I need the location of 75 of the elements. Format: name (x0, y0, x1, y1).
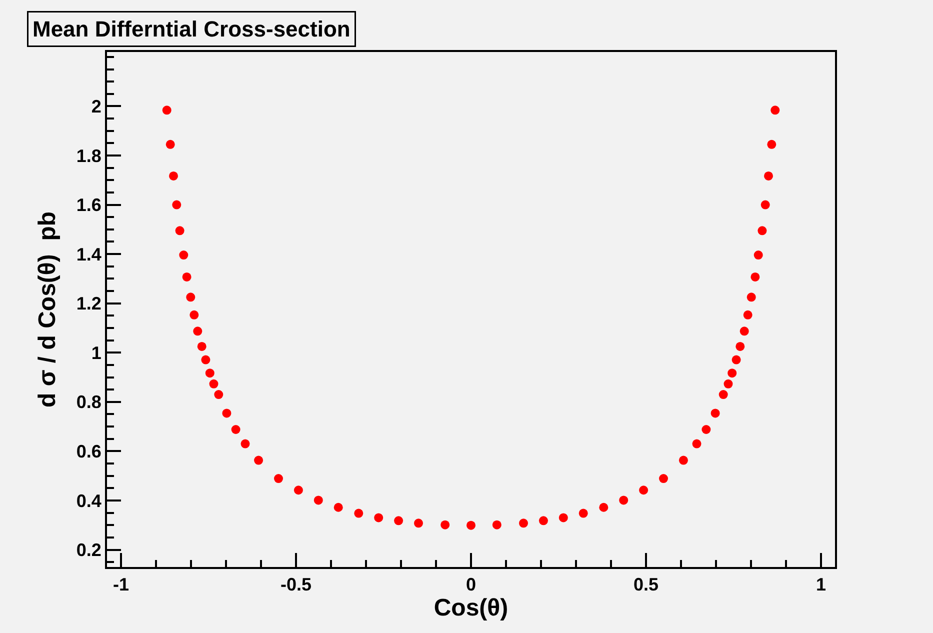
point (186, 292, 196, 302)
point (718, 390, 728, 400)
point (197, 342, 206, 351)
point (558, 513, 568, 522)
x-tick-label: -1 (112, 574, 130, 595)
point (740, 326, 749, 336)
point (274, 474, 283, 484)
point (724, 379, 733, 388)
point (736, 342, 745, 351)
point (240, 439, 250, 448)
point (732, 355, 741, 364)
point (354, 508, 364, 518)
point (222, 408, 232, 418)
y-tick-label: 1.6 (76, 195, 102, 216)
point (466, 520, 476, 530)
point (758, 226, 767, 236)
point (770, 106, 780, 115)
y-tick-label: 2 (91, 96, 102, 117)
point (201, 355, 210, 364)
point (175, 226, 184, 236)
point (728, 368, 737, 378)
point (440, 520, 450, 530)
point (314, 496, 323, 505)
x-tick-label: -0.5 (280, 574, 312, 595)
point (702, 425, 711, 434)
point (767, 140, 776, 149)
point (678, 456, 688, 465)
point (414, 518, 423, 528)
point (179, 250, 188, 260)
point (182, 272, 192, 282)
point (169, 171, 178, 180)
point (659, 474, 668, 484)
point (578, 508, 588, 518)
point (639, 486, 648, 495)
x-tick-label: 0.5 (633, 574, 659, 595)
point (205, 368, 214, 378)
point (710, 408, 720, 418)
x-tick-label: 0 (466, 574, 476, 595)
point (750, 272, 760, 282)
y-tick-label: 1.2 (76, 294, 102, 314)
point (334, 502, 343, 512)
point (492, 520, 502, 530)
point (214, 390, 224, 400)
y-tick-label: 1 (91, 342, 102, 363)
point (743, 310, 752, 320)
y-tick-label: 0.8 (76, 392, 102, 412)
point (619, 496, 628, 505)
x-axis-title: Cos(θ) (434, 594, 508, 622)
y-tick-label: 1.8 (76, 146, 102, 166)
point (209, 379, 218, 388)
point (190, 310, 199, 320)
chart-title: Mean Differntial Cross-section (32, 16, 350, 42)
point (746, 292, 756, 302)
point (394, 516, 404, 526)
point (294, 486, 303, 495)
point (519, 518, 528, 528)
y-axis-title: d σ / d Cos(θ) pb (34, 211, 61, 408)
y-tick-label: 0.6 (76, 441, 102, 462)
point (754, 250, 763, 260)
point (162, 106, 172, 115)
point (760, 200, 770, 210)
point (231, 425, 240, 434)
point (166, 140, 175, 149)
point (193, 326, 202, 336)
x-tick-label: 1 (816, 574, 826, 595)
point (538, 516, 548, 526)
y-tick-label: 0.4 (76, 490, 102, 511)
point (254, 456, 264, 465)
point (599, 502, 608, 512)
y-tick-label: 0.2 (76, 540, 102, 560)
point (374, 513, 384, 522)
point (764, 171, 773, 180)
y-tick-label: 1.4 (76, 244, 102, 264)
point (692, 439, 702, 448)
point (172, 200, 182, 210)
